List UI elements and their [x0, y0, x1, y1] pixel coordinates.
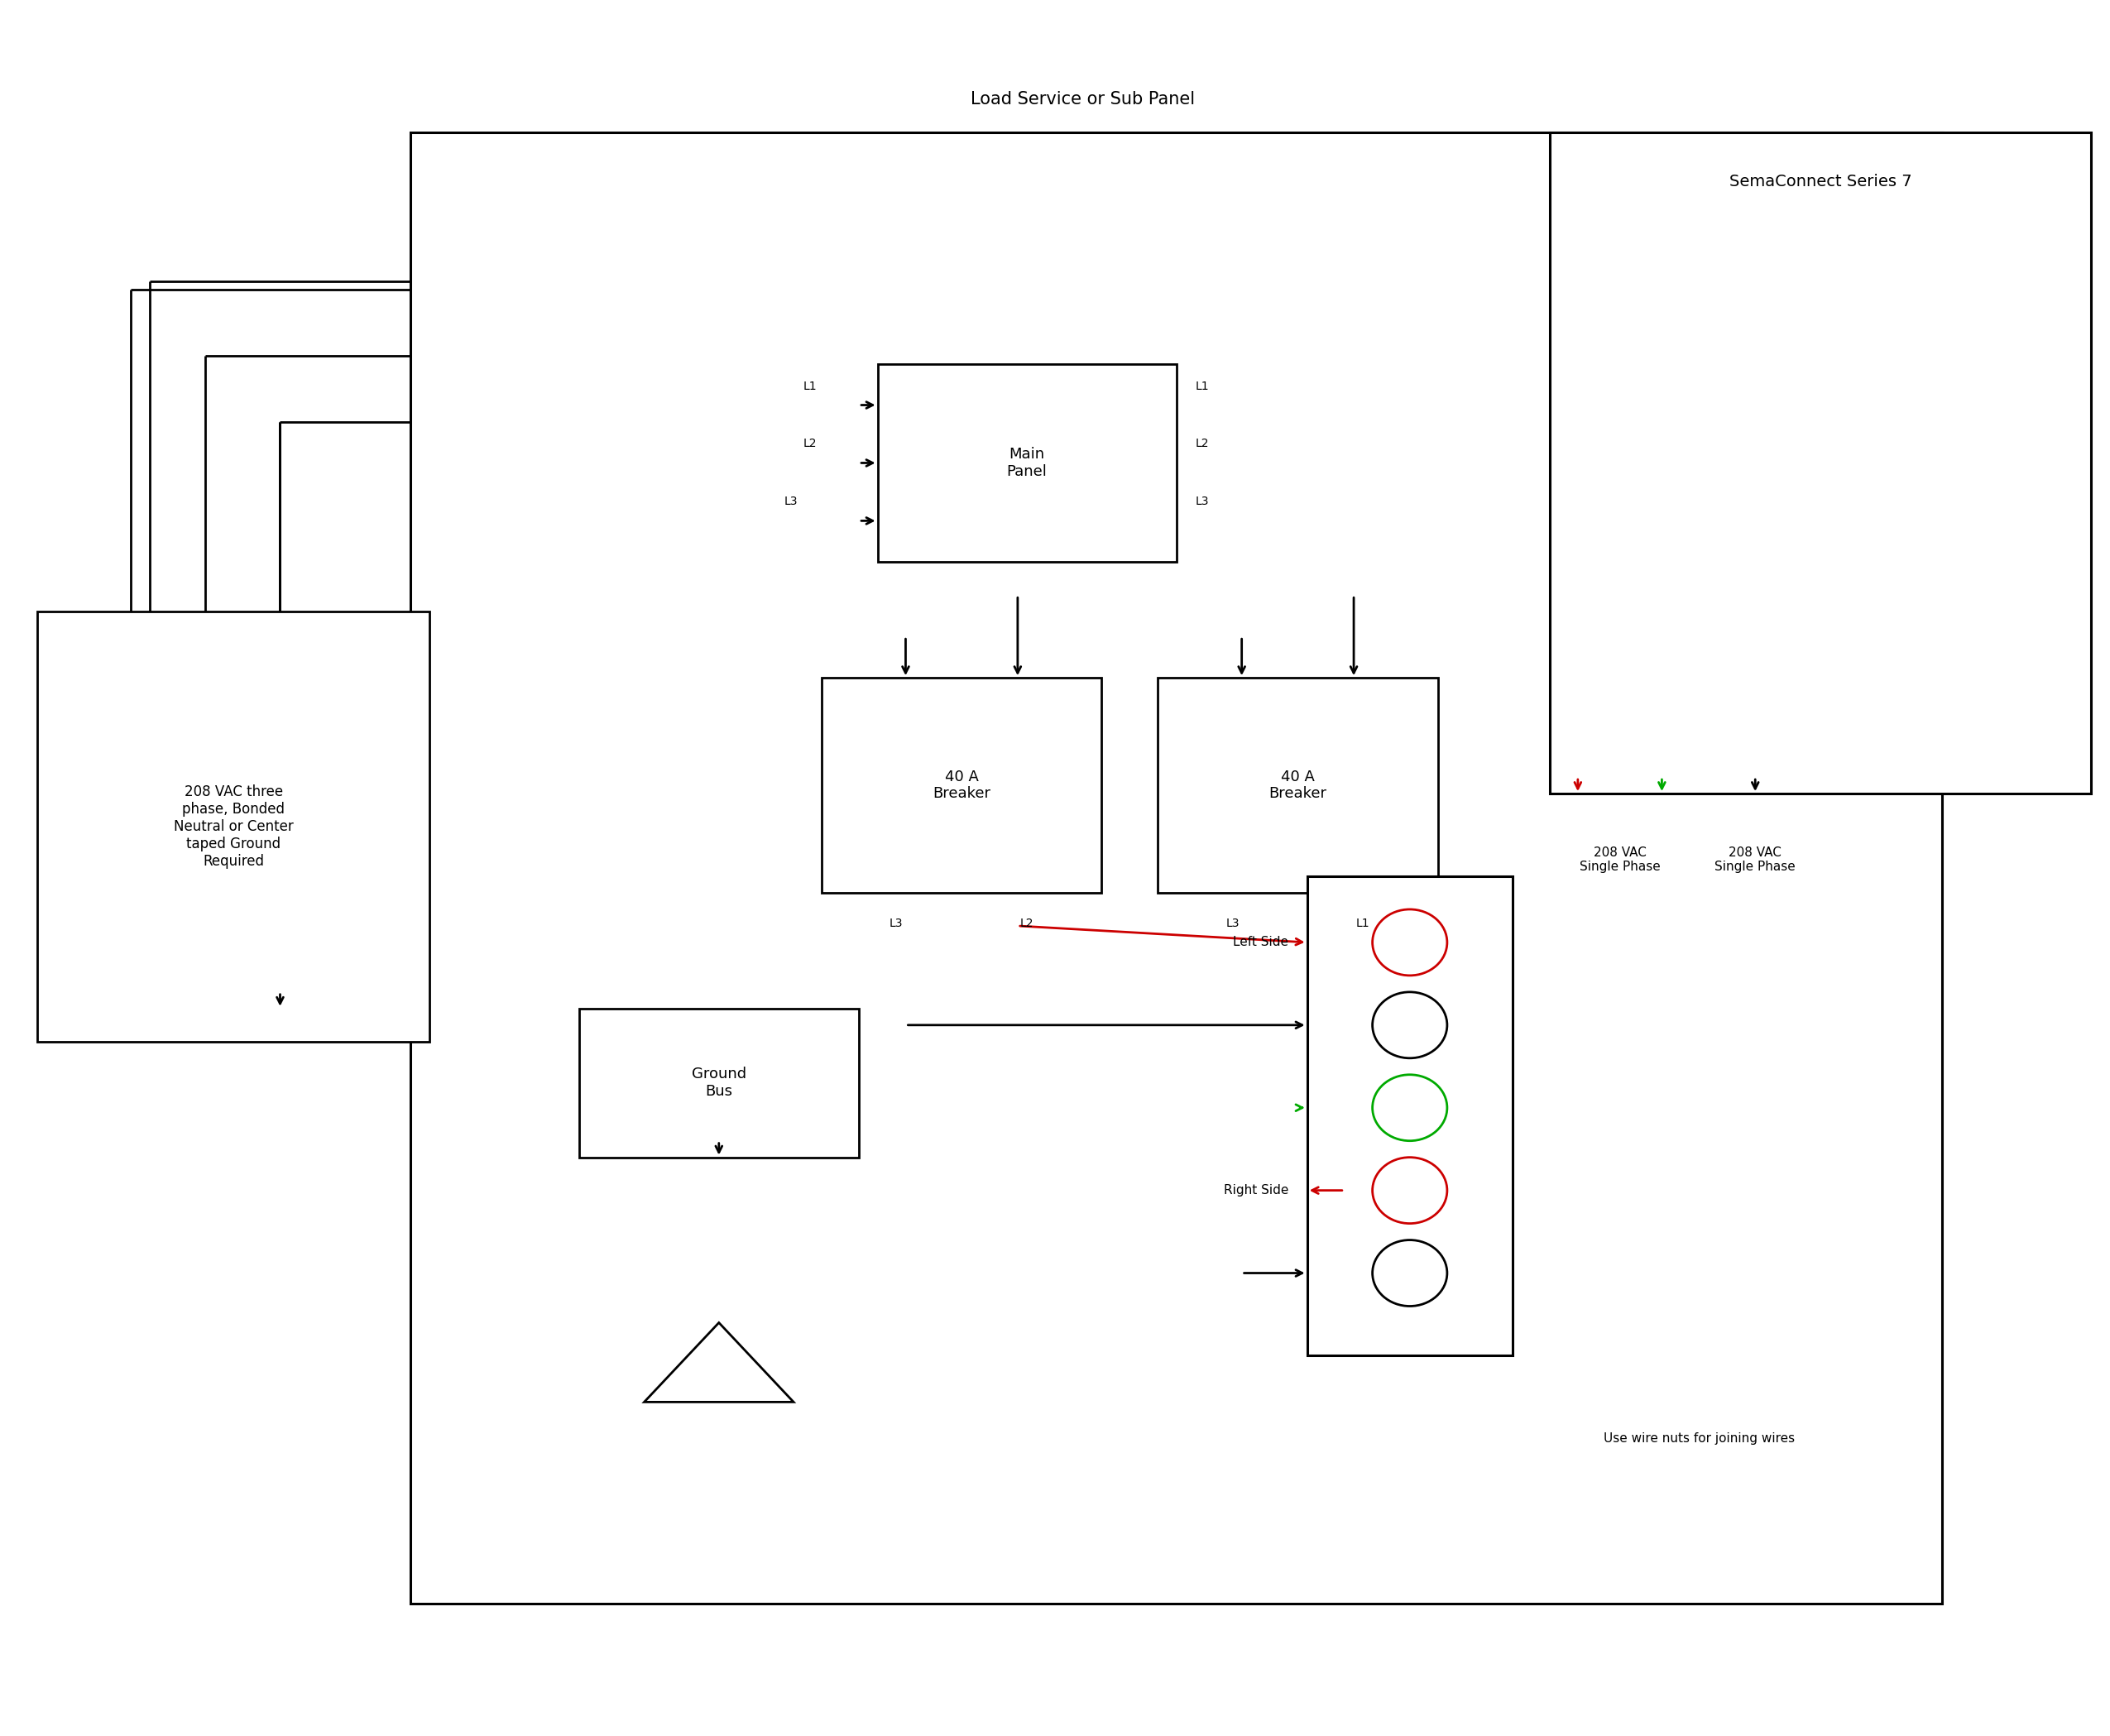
Text: SemaConnect Series 7: SemaConnect Series 7: [1730, 174, 1912, 189]
Circle shape: [1372, 1240, 1447, 1305]
Text: Left Side: Left Side: [1232, 936, 1289, 948]
Circle shape: [1372, 910, 1447, 976]
Text: 208 VAC three
phase, Bonded
Neutral or Center
taped Ground
Required: 208 VAC three phase, Bonded Neutral or C…: [173, 785, 293, 868]
Bar: [821, 677, 1101, 892]
Text: Ground
Bus: Ground Bus: [692, 1068, 747, 1099]
Text: 208 VAC
Single Phase: 208 VAC Single Phase: [1580, 847, 1661, 873]
Text: L1: L1: [804, 380, 817, 392]
Text: L2: L2: [1194, 437, 1209, 450]
Text: L1: L1: [1194, 380, 1209, 392]
Bar: [1551, 132, 2091, 793]
Circle shape: [1372, 1075, 1447, 1141]
Text: Load Service or Sub Panel: Load Service or Sub Panel: [971, 90, 1194, 108]
Text: L2: L2: [1019, 918, 1034, 929]
Text: 208 VAC
Single Phase: 208 VAC Single Phase: [1715, 847, 1796, 873]
Circle shape: [1372, 1158, 1447, 1224]
Bar: [578, 1009, 859, 1158]
Text: 40 A
Breaker: 40 A Breaker: [933, 769, 990, 802]
Bar: [1158, 677, 1437, 892]
Bar: [411, 132, 1941, 1604]
Bar: [38, 611, 430, 1042]
Text: Main
Panel: Main Panel: [1006, 446, 1047, 479]
Bar: [1306, 877, 1513, 1356]
Text: L3: L3: [785, 496, 798, 507]
Bar: [878, 365, 1177, 562]
Text: Right Side: Right Side: [1224, 1184, 1289, 1196]
Text: L2: L2: [804, 437, 817, 450]
Text: L3: L3: [890, 918, 903, 929]
Text: Use wire nuts for joining wires: Use wire nuts for joining wires: [1604, 1432, 1796, 1444]
Text: L3: L3: [1194, 496, 1209, 507]
Text: L3: L3: [1226, 918, 1239, 929]
Text: L1: L1: [1357, 918, 1369, 929]
Text: 40 A
Breaker: 40 A Breaker: [1268, 769, 1327, 802]
Polygon shape: [644, 1323, 793, 1403]
Circle shape: [1372, 991, 1447, 1059]
